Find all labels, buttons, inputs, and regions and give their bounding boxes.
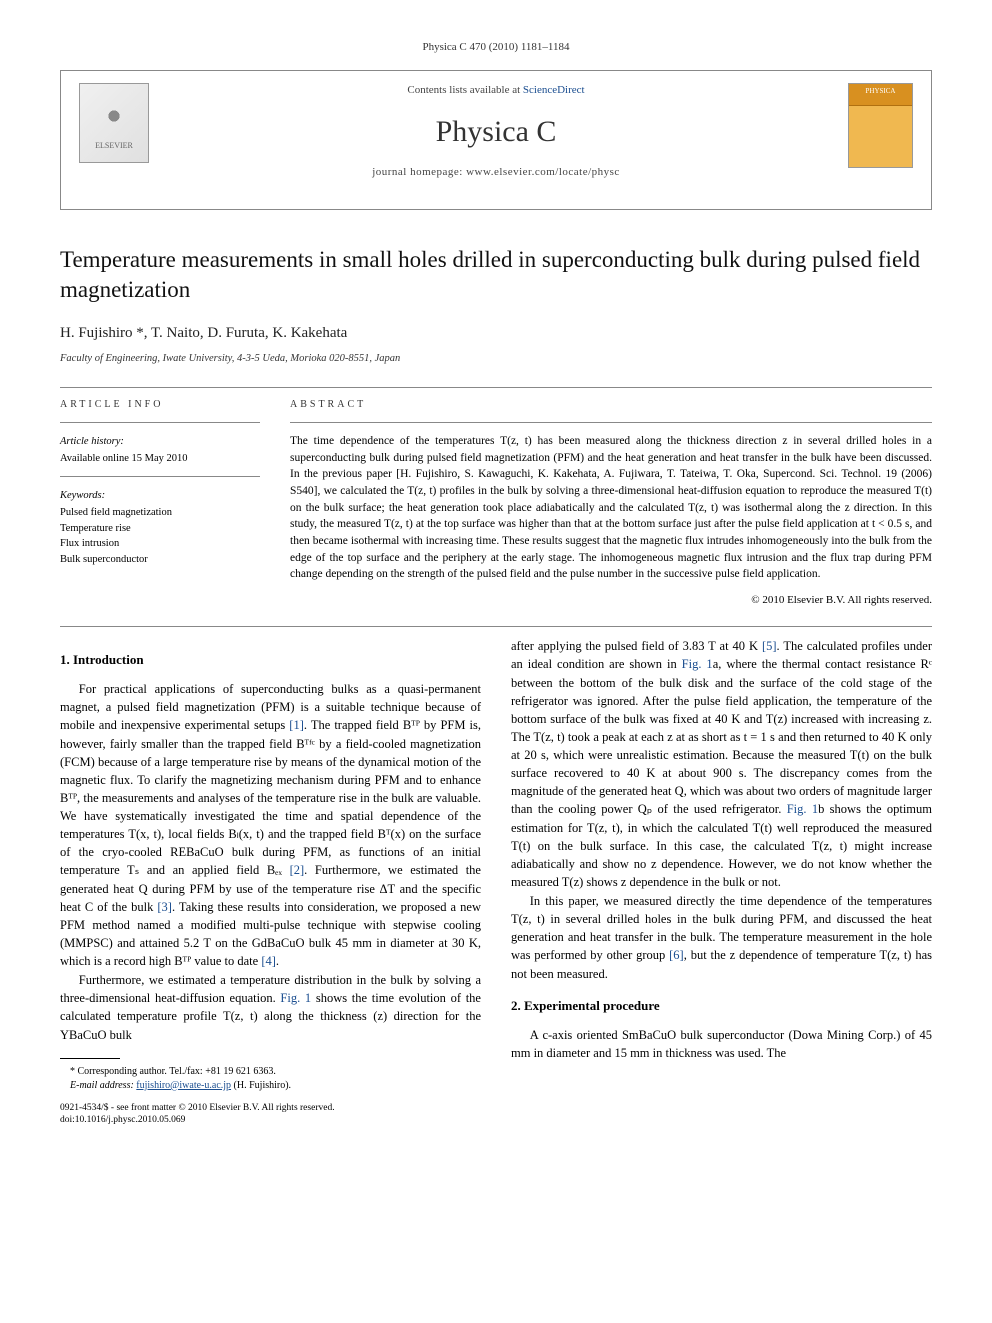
contents-prefix: Contents lists available at [407, 84, 522, 96]
abstract-column: ABSTRACT The time dependence of the temp… [290, 398, 932, 608]
section-heading-experimental: 2. Experimental procedure [511, 997, 932, 1016]
divider [60, 626, 932, 627]
email-label: E-mail address: [70, 1080, 136, 1091]
intro-paragraph-3: In this paper, we measured directly the … [511, 892, 932, 983]
divider [60, 387, 932, 388]
article-history-head: Article history: [60, 435, 260, 450]
journal-name: Physica C [79, 111, 913, 153]
journal-homepage-line: journal homepage: www.elsevier.com/locat… [79, 165, 913, 180]
keywords-head: Keywords: [60, 489, 260, 504]
text: after applying the pulsed field of 3.83 … [511, 639, 762, 653]
journal-reference: Physica C 470 (2010) 1181–1184 [60, 40, 932, 55]
fig-link-1a[interactable]: Fig. 1 [682, 657, 713, 671]
contents-available-line: Contents lists available at ScienceDirec… [79, 83, 913, 98]
text: . [276, 954, 279, 968]
journal-cover-thumbnail: PHYSICA [848, 83, 913, 168]
doi-line: doi:10.1016/j.physc.2010.05.069 [60, 1114, 481, 1126]
experimental-paragraph-1: A c-axis oriented SmBaCuO bulk supercond… [511, 1026, 932, 1062]
homepage-prefix: journal homepage: [372, 166, 466, 178]
abstract-text: The time dependence of the temperatures … [290, 433, 932, 583]
ref-link-6[interactable]: [6] [669, 948, 684, 962]
article-info-label: ARTICLE INFO [60, 398, 260, 412]
article-info-column: ARTICLE INFO Article history: Available … [60, 398, 260, 608]
journal-header-box: ELSEVIER PHYSICA Contents lists availabl… [60, 70, 932, 210]
email-line: E-mail address: fujishiro@iwate-u.ac.jp … [60, 1079, 481, 1092]
section-heading-introduction: 1. Introduction [60, 651, 481, 670]
homepage-url: www.elsevier.com/locate/physc [466, 166, 620, 178]
doi-block: 0921-4534/$ - see front matter © 2010 El… [60, 1102, 481, 1127]
article-history-line: Available online 15 May 2010 [60, 452, 260, 467]
footnote-separator [60, 1058, 120, 1059]
divider [60, 422, 260, 423]
footnote-block: * Corresponding author. Tel./fax: +81 19… [60, 1058, 481, 1127]
abstract-label: ABSTRACT [290, 398, 932, 412]
keyword: Bulk superconductor [60, 553, 260, 568]
footnotes: * Corresponding author. Tel./fax: +81 19… [60, 1065, 481, 1092]
intro-paragraph-2: Furthermore, we estimated a temperature … [60, 971, 481, 1044]
article-body-columns: 1. Introduction For practical applicatio… [60, 637, 932, 1126]
keyword: Flux intrusion [60, 537, 260, 552]
fig-link-1b[interactable]: Fig. 1 [787, 802, 818, 816]
cover-label: PHYSICA [849, 84, 912, 106]
divider [290, 422, 932, 423]
ref-link-3[interactable]: [3] [157, 900, 172, 914]
keyword: Temperature rise [60, 522, 260, 537]
email-link[interactable]: fujishiro@iwate-u.ac.jp [136, 1080, 231, 1091]
keyword: Pulsed field magnetization [60, 506, 260, 521]
ref-link-4[interactable]: [4] [261, 954, 276, 968]
ref-link-1[interactable]: [1] [289, 718, 304, 732]
ref-link-2[interactable]: [2] [290, 863, 305, 877]
intro-paragraph-1: For practical applications of supercondu… [60, 680, 481, 970]
article-title: Temperature measurements in small holes … [60, 245, 932, 305]
authors-line: H. Fujishiro *, T. Naito, D. Furuta, K. … [60, 323, 932, 344]
divider [60, 476, 260, 477]
ref-link-5[interactable]: [5] [762, 639, 777, 653]
elsevier-logo: ELSEVIER [79, 83, 149, 163]
cover-body [849, 106, 912, 167]
text: a, where the thermal contact resistance … [511, 657, 932, 816]
front-matter-line: 0921-4534/$ - see front matter © 2010 El… [60, 1102, 481, 1114]
text: . The trapped field Bᵀᴾ by PFM is, howev… [60, 718, 481, 877]
affiliation: Faculty of Engineering, Iwate University… [60, 352, 932, 367]
intro-paragraph-col2: after applying the pulsed field of 3.83 … [511, 637, 932, 891]
publisher-name: ELSEVIER [95, 140, 133, 151]
article-info-abstract-row: ARTICLE INFO Article history: Available … [60, 398, 932, 608]
corresponding-author: * Corresponding author. Tel./fax: +81 19… [60, 1065, 481, 1078]
email-suffix: (H. Fujishiro). [231, 1080, 291, 1091]
fig-link-1[interactable]: Fig. 1 [280, 991, 311, 1005]
keywords-list: Pulsed field magnetization Temperature r… [60, 506, 260, 568]
abstract-copyright: © 2010 Elsevier B.V. All rights reserved… [290, 593, 932, 608]
sciencedirect-link[interactable]: ScienceDirect [523, 84, 585, 96]
